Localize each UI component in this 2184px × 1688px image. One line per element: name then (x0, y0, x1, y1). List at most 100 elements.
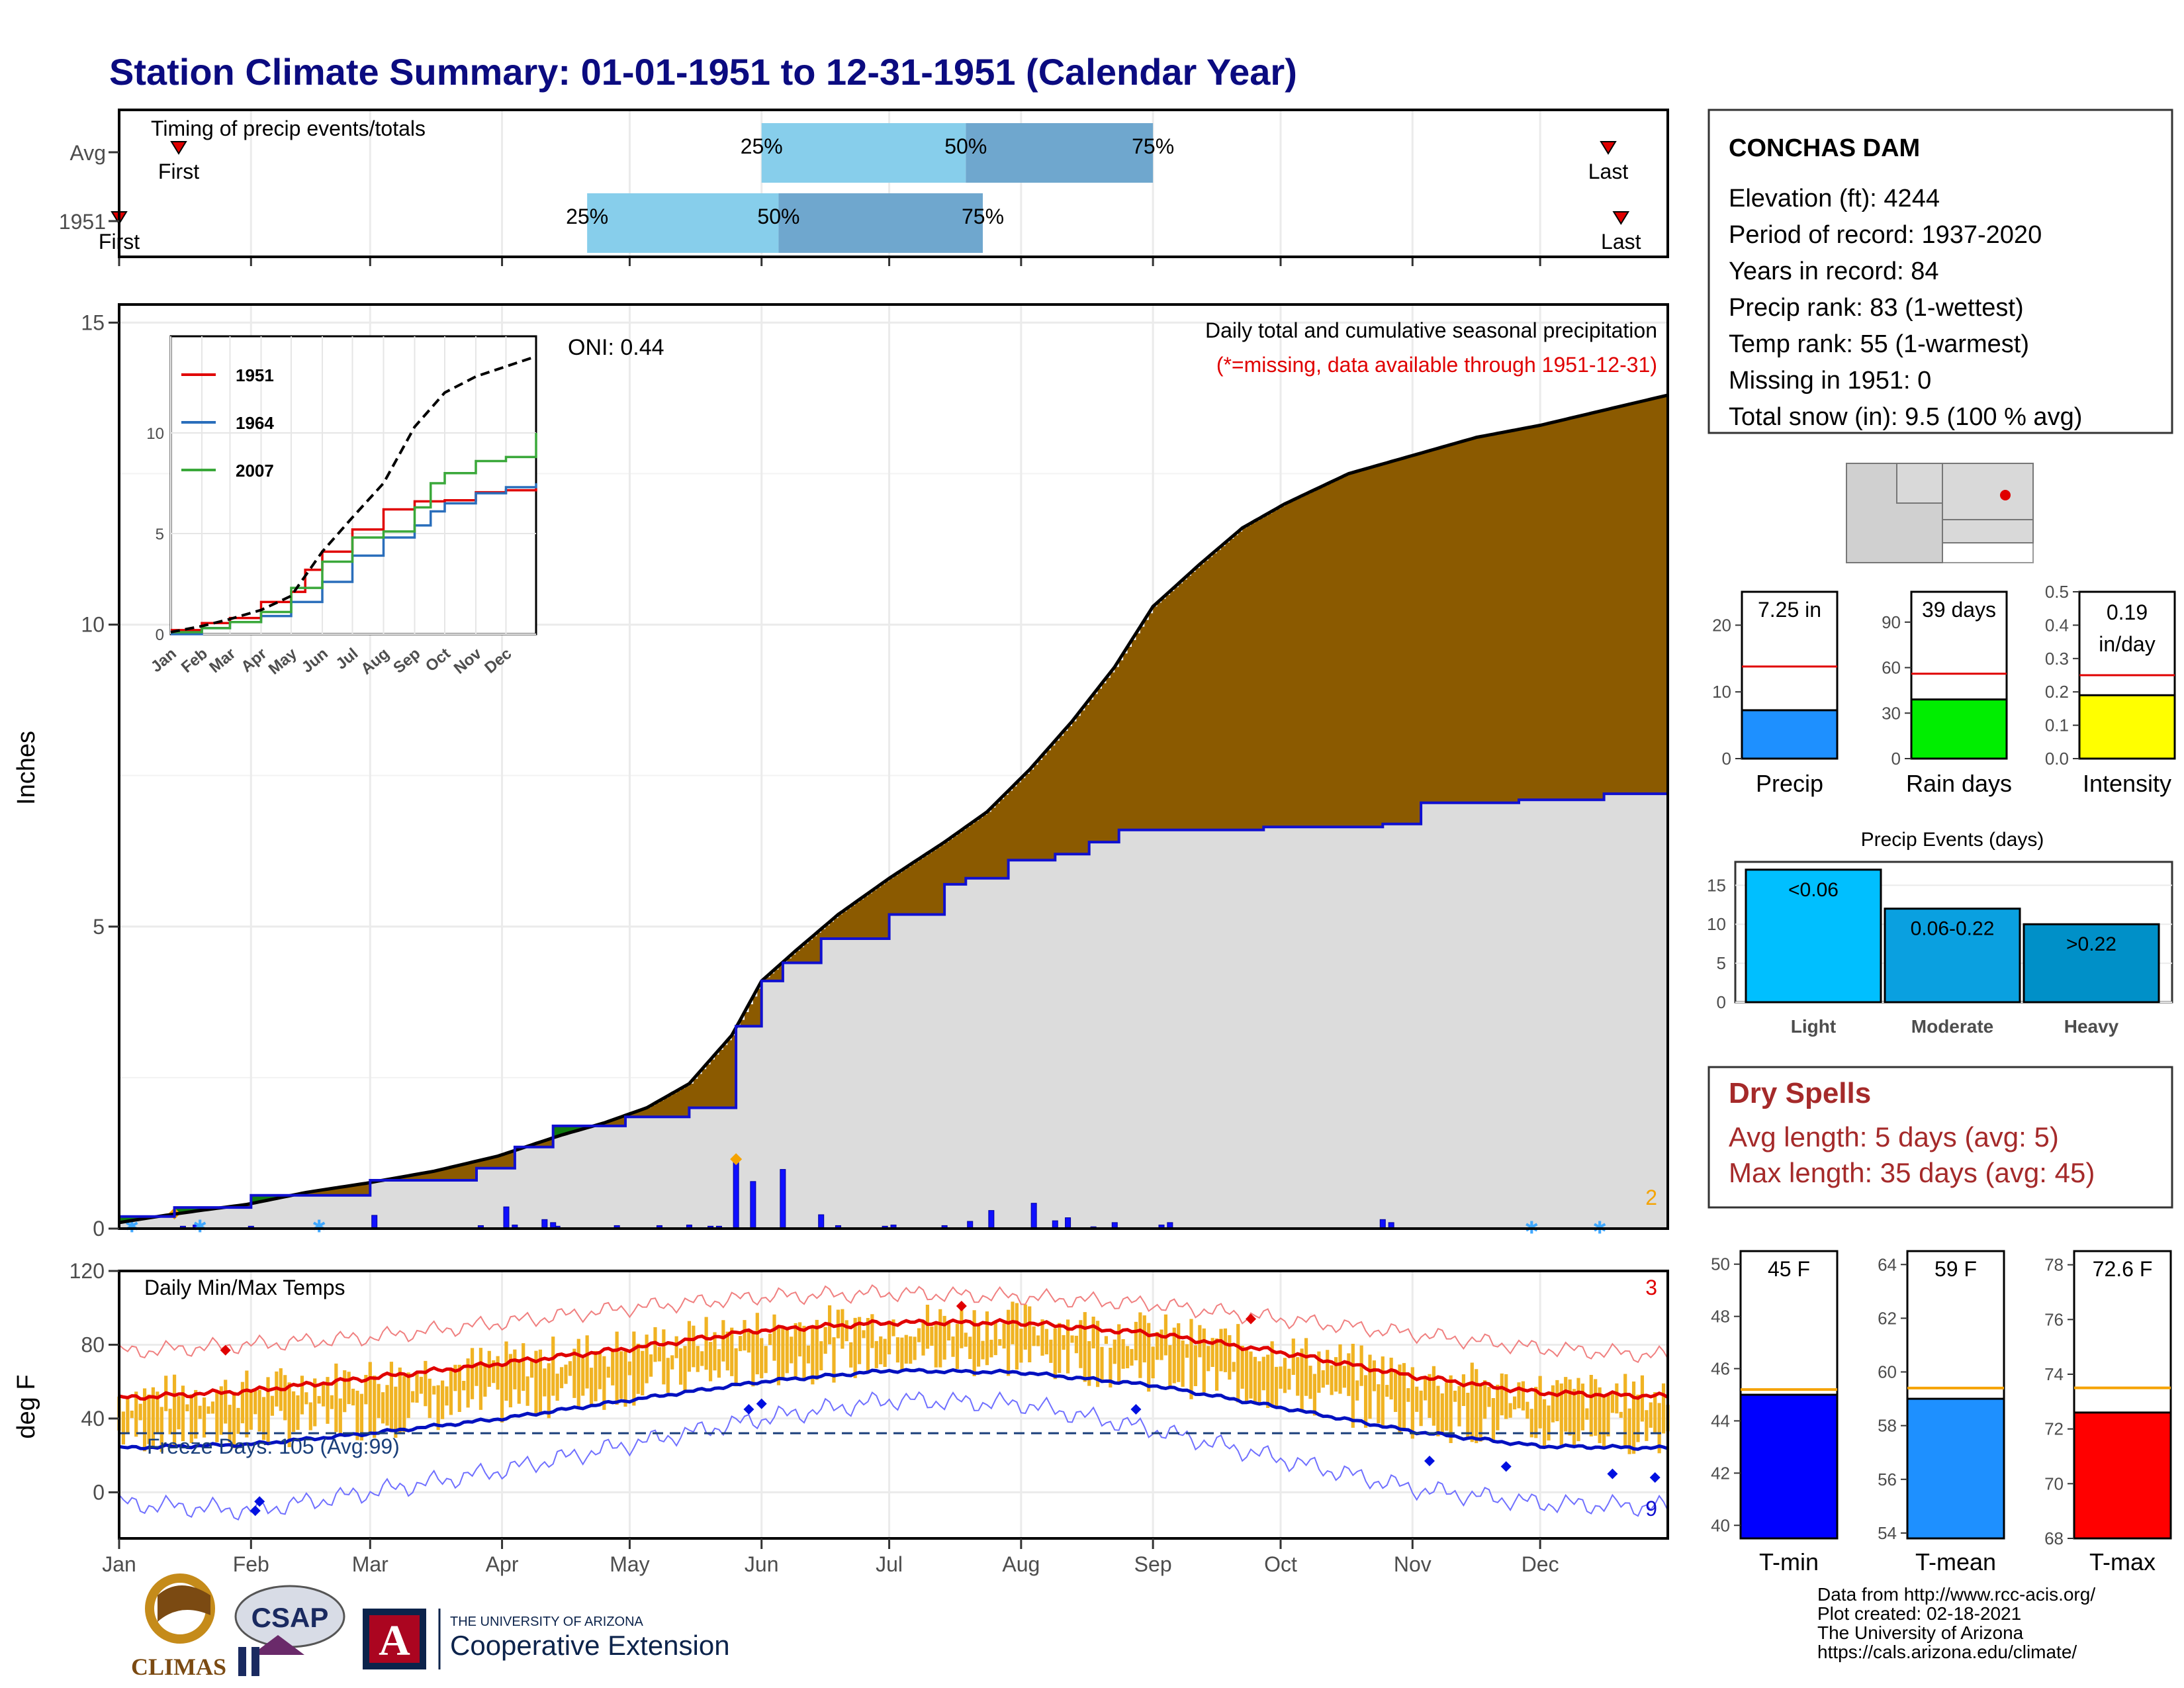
record-low-marker (254, 1496, 265, 1507)
timing-row-avg-label: Avg (69, 141, 106, 165)
events-category-label: Moderate (1911, 1016, 1993, 1037)
timing-bar-25-50 (761, 123, 966, 183)
temp-y-tick-label: 40 (81, 1407, 105, 1430)
month-label: May (610, 1552, 649, 1576)
timing-percentile-label: 75% (1132, 134, 1174, 158)
timing-label: Timing of precip events/totals (151, 117, 426, 140)
events-category-label: Heavy (2064, 1016, 2119, 1037)
events-bar-Moderate (1884, 908, 2021, 1004)
footer-credit-line: https://cals.arizona.edu/climate/ (1817, 1642, 2077, 1662)
daily-temp-range-bars (117, 1301, 1670, 1454)
timing-bar-50-75 (966, 123, 1154, 183)
inset-series-line-2007 (171, 432, 537, 633)
month-label: Jul (876, 1552, 903, 1576)
temp-summary-tick-label: 64 (1878, 1254, 1897, 1274)
temp-summary-bar-tmin (1739, 1393, 1839, 1540)
timing-percentile-label: 75% (962, 205, 1004, 228)
temp-summary-value: 45 F (1768, 1257, 1810, 1281)
footer-credit-line: Data from http://www.rcc-acis.org/ (1817, 1584, 2095, 1605)
temp-summary-bar-tmax (2073, 1411, 2172, 1540)
daily-precip-bar (818, 1214, 825, 1229)
inset-y-tick-label: 0 (156, 626, 164, 644)
temp-summary-tick-label: 58 (1878, 1416, 1897, 1436)
events-y-tick-label: 0 (1717, 992, 1726, 1012)
station-info-line: Total snow (in): 9.5 (100 % avg) (1729, 403, 2082, 431)
mini-y-tick-label: 0.3 (2045, 649, 2069, 669)
temp-summary-tick-label: 46 (1711, 1359, 1730, 1379)
timing-first-label: First (158, 160, 199, 183)
mini-bar-precip (1741, 709, 1839, 760)
mini-y-tick-label: 0 (1722, 749, 1731, 769)
mini-bar-label: Rain days (1906, 770, 2012, 797)
daily-precip-bar (780, 1169, 786, 1229)
timing-last-label: Last (1601, 230, 1641, 254)
mini-bar-label: Intensity (2083, 770, 2171, 797)
record-high-marker (1246, 1313, 1256, 1325)
mini-bar-intensity (2078, 694, 2176, 760)
inset-legend-label: 1951 (236, 365, 274, 385)
inset-legend-label: 1964 (236, 413, 274, 433)
daily-precip-bar (503, 1206, 510, 1229)
mini-y-tick-label: 20 (1712, 615, 1731, 635)
station-info-line: Elevation (ft): 4244 (1729, 185, 1940, 212)
temp-summary-tick-label: 78 (2044, 1255, 2064, 1275)
record-high-marker (220, 1344, 231, 1356)
temp-summary-tick-label: 44 (1711, 1411, 1730, 1430)
observed-cumulative-area (119, 790, 1668, 1229)
ua-small-text: THE UNIVERSITY OF ARIZONA (450, 1615, 644, 1629)
timing-last-label: Last (1588, 160, 1629, 183)
climas-logo-text: CLIMAS (131, 1654, 226, 1680)
ua-logo: A THE UNIVERSITY OF ARIZONA Cooperative … (363, 1609, 730, 1669)
station-name: CONCHAS DAM (1729, 134, 1920, 162)
record-max-count: 3 (1645, 1276, 1657, 1299)
timing-bar-50-75 (778, 193, 983, 253)
snow-marker: ✱ (193, 1217, 207, 1237)
mini-y-tick-label: 60 (1882, 658, 1901, 678)
dry-spells-box: Dry Spells Avg length: 5 days (avg: 5) M… (1707, 1066, 2173, 1209)
temperature-panel: 0 40 80 120 deg F Daily Min/Max Temps Freez… (13, 1259, 1670, 1576)
month-label: Apr (486, 1552, 519, 1576)
mini-bar-label: Precip (1756, 770, 1823, 797)
record-high-marker (956, 1300, 967, 1311)
footer-credit-line: The University of Arizona (1817, 1622, 2024, 1643)
normal-max-line (118, 1317, 1669, 1401)
events-bar-Light (1745, 868, 1882, 1004)
record-low-marker (1130, 1403, 1142, 1415)
timing-bar-25-50 (587, 193, 779, 253)
page-title: Station Climate Summary: 01-01-1951 to 1… (109, 51, 1297, 93)
station-info-line: Temp rank: 55 (1-warmest) (1729, 330, 2029, 358)
daily-precip-bar (1030, 1203, 1037, 1229)
mini-y-tick-label: 0.0 (2045, 749, 2069, 769)
oni-label: ONI: 0.44 (568, 335, 664, 360)
events-y-tick-label: 5 (1717, 953, 1726, 973)
record-max-line (118, 1284, 1668, 1364)
events-bar-label: 0.06-0.22 (1911, 918, 1995, 940)
climas-logo: CLIMAS (131, 1573, 226, 1680)
temp-y-tick-label: 0 (93, 1480, 105, 1504)
daily-precip-bar (541, 1219, 548, 1229)
temp-y-tick-label: 120 (69, 1259, 105, 1283)
dry-spells-avg: Avg length: 5 days (avg: 5) (1729, 1121, 2059, 1152)
csap-logo: CSAP (234, 1585, 345, 1676)
events-y-tick-label: 15 (1707, 875, 1726, 895)
mini-y-tick-label: 0.4 (2045, 615, 2069, 635)
temp-y-axis-label: deg F (13, 1374, 40, 1438)
temp-summary-tick-label: 76 (2044, 1309, 2064, 1329)
month-label: Aug (1002, 1552, 1040, 1576)
record-low-marker (756, 1398, 767, 1409)
daily-precip-bar (988, 1210, 995, 1229)
inset-y-tick-label: 5 (156, 526, 164, 543)
mini-bar-rain_days (1910, 698, 2008, 760)
temp-summary-tick-label: 74 (2044, 1364, 2064, 1384)
temp-summary-tick-label: 60 (1878, 1362, 1897, 1382)
daily-precip-bar (1379, 1219, 1386, 1229)
record-low-marker (1424, 1455, 1435, 1466)
ua-logo-letter: A (379, 1617, 410, 1665)
temp-summary-tick-label: 62 (1878, 1308, 1897, 1328)
record-min-line (118, 1391, 1668, 1521)
mini-y-tick-label: 0 (1891, 749, 1901, 769)
precip-missing-note: (*=missing, data available through 1951-… (1216, 353, 1657, 377)
month-label: Jun (745, 1552, 779, 1576)
